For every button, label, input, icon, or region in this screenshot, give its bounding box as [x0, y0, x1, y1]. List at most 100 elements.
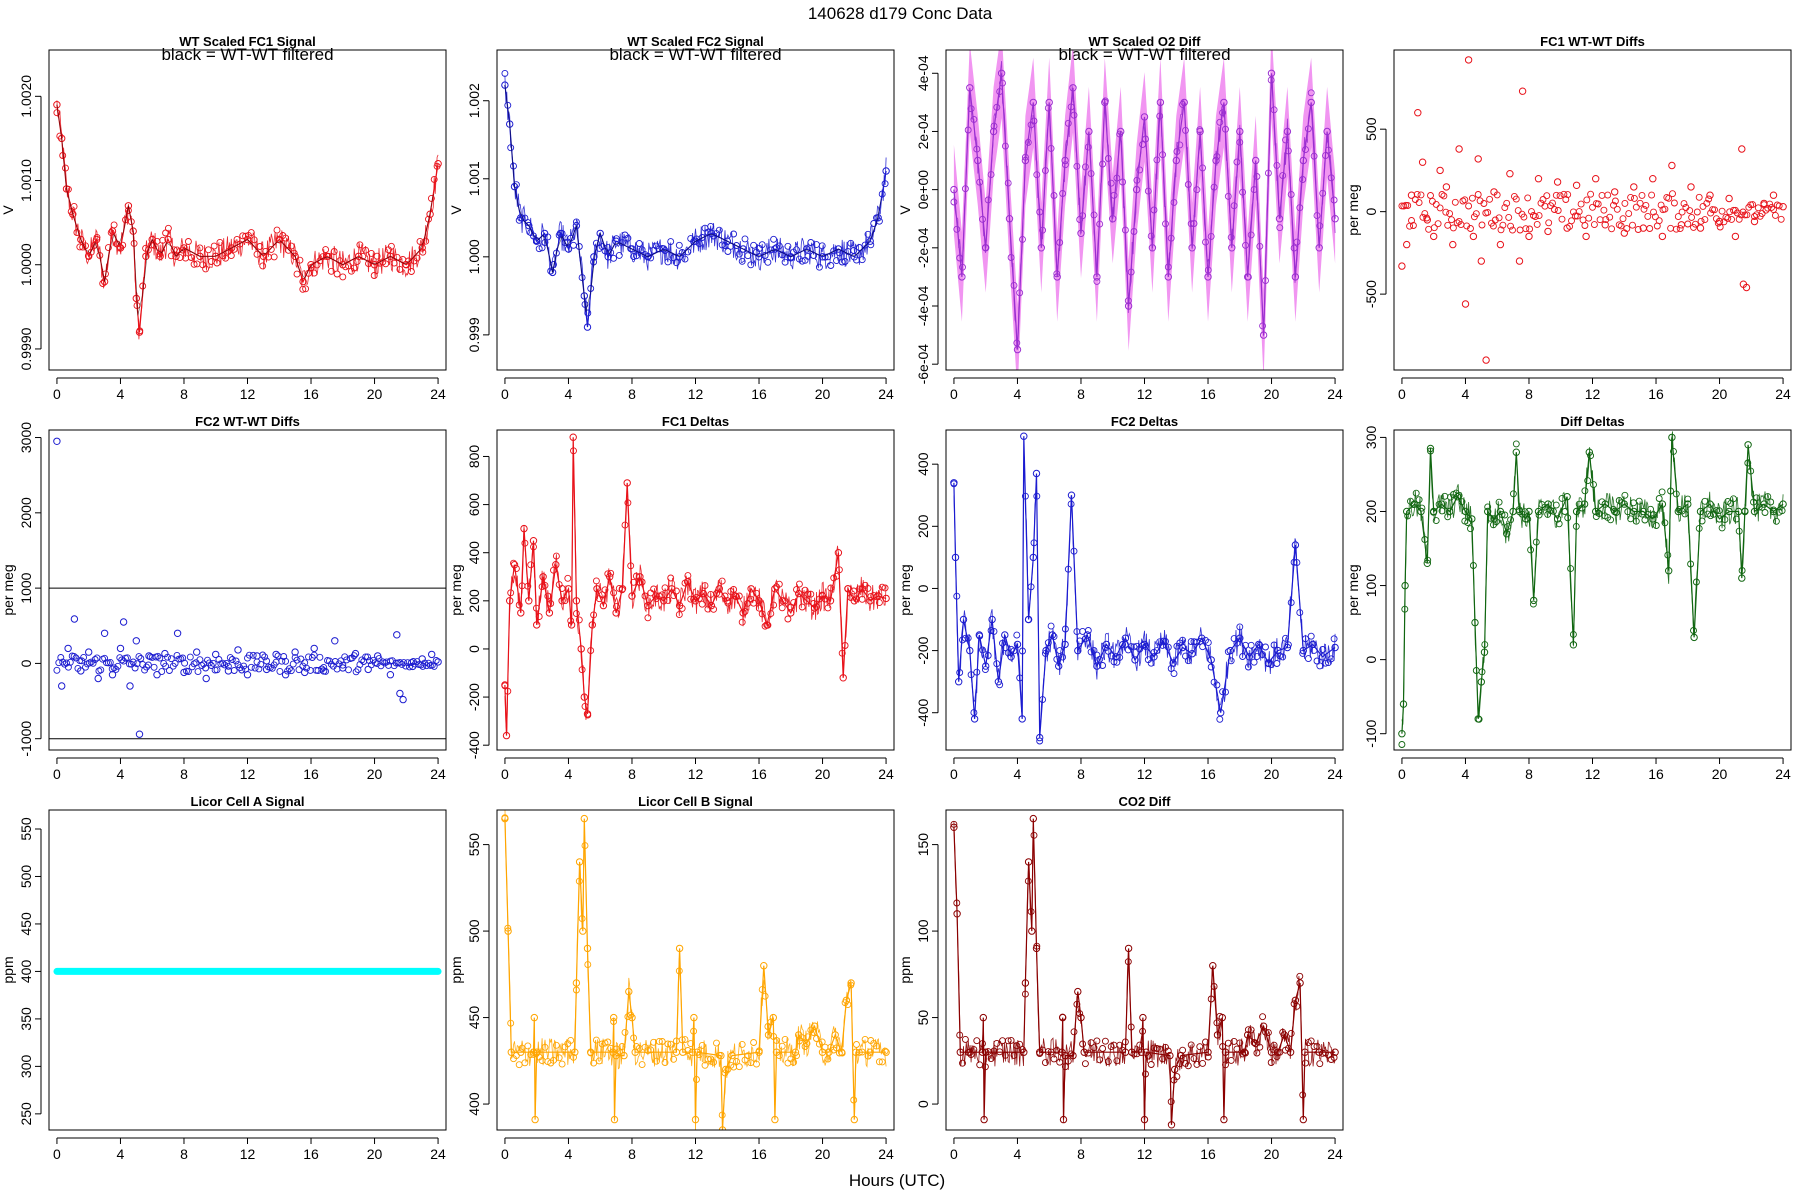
- data-point: [1572, 522, 1580, 530]
- data-point: [1401, 605, 1409, 613]
- data-point: [1236, 1039, 1244, 1047]
- x-tick-label: 24: [878, 1146, 894, 1162]
- data-point: [1319, 646, 1327, 653]
- data-point: [999, 79, 1006, 87]
- data-point: [1478, 221, 1486, 229]
- data-point: [987, 627, 995, 634]
- data-point: [53, 101, 61, 109]
- y-tick-label: 0: [466, 645, 482, 653]
- data-point: [833, 572, 840, 580]
- data-point: [572, 986, 580, 994]
- data-point: [672, 587, 680, 595]
- data-point: [1044, 639, 1052, 647]
- data-point: [1096, 1056, 1104, 1064]
- data-point: [520, 524, 528, 533]
- data-point: [956, 254, 964, 262]
- data-point: [1587, 190, 1595, 198]
- data-point: [713, 1039, 720, 1047]
- data-point: [1615, 221, 1623, 229]
- data-point: [950, 185, 958, 194]
- data-point: [1188, 244, 1196, 252]
- data-point: [1099, 1045, 1107, 1052]
- data-point: [1404, 202, 1412, 209]
- data-point: [273, 226, 281, 234]
- data-point: [156, 654, 164, 662]
- data-point: [1021, 990, 1029, 998]
- filtered-line: [504, 85, 882, 312]
- data-point: [73, 229, 81, 236]
- x-tick-label: 20: [1264, 766, 1280, 782]
- data-point: [801, 1043, 809, 1050]
- data-point: [1629, 221, 1636, 229]
- data-point: [1539, 196, 1547, 203]
- data-point: [532, 604, 540, 612]
- data-point: [1036, 733, 1044, 742]
- data-point: [1674, 213, 1682, 221]
- data-point: [735, 592, 743, 600]
- data-point: [1213, 1031, 1222, 1039]
- data-point: [1293, 559, 1301, 567]
- data-point: [1282, 634, 1289, 642]
- data-point: [1267, 76, 1275, 84]
- data-point: [1027, 908, 1035, 916]
- chart-data-layer: [950, 814, 1339, 1130]
- data-point: [70, 652, 78, 660]
- x-tick-label: 12: [1137, 766, 1153, 782]
- data-point: [956, 1048, 964, 1056]
- data-point: [1107, 652, 1115, 660]
- data-point: [1655, 217, 1663, 225]
- data-point: [675, 967, 683, 975]
- data-point: [1755, 503, 1763, 511]
- data-point: [510, 561, 519, 569]
- data-point: [1119, 178, 1127, 186]
- data-point: [1164, 1047, 1172, 1055]
- data-point: [979, 646, 986, 654]
- data-point: [1458, 498, 1466, 506]
- data-point: [501, 81, 509, 89]
- data-point: [552, 552, 560, 560]
- data-point: [1076, 1010, 1084, 1018]
- data-point: [356, 241, 364, 249]
- data-point: [1532, 538, 1540, 546]
- data-point: [821, 253, 829, 261]
- data-point: [881, 1047, 889, 1055]
- data-point: [798, 257, 806, 265]
- data-point: [1658, 500, 1667, 508]
- data-point: [1036, 737, 1044, 745]
- data-point: [1552, 501, 1560, 509]
- data-point: [1210, 983, 1218, 990]
- data-point: [618, 586, 626, 594]
- data-point: [131, 664, 139, 672]
- data-point: [1429, 508, 1437, 516]
- x-tick-label: 24: [1327, 1146, 1343, 1162]
- data-point: [1210, 183, 1218, 191]
- data-point: [1130, 1050, 1138, 1058]
- data-point: [1207, 232, 1215, 240]
- series-noise-line: [1401, 431, 1784, 725]
- data-point: [1480, 648, 1489, 656]
- data-point: [1127, 268, 1135, 276]
- data-point: [841, 258, 849, 265]
- data-point: [1440, 192, 1448, 200]
- data-point: [1531, 213, 1539, 221]
- data-point: [974, 156, 982, 165]
- data-point: [535, 613, 543, 621]
- data-point: [1061, 640, 1069, 649]
- data-point: [1453, 219, 1461, 227]
- x-tick-label: 4: [1014, 766, 1022, 782]
- data-point: [1259, 322, 1267, 330]
- y-tick-label: 1.000: [466, 239, 482, 274]
- data-point: [104, 244, 112, 252]
- x-tick-label: 4: [565, 766, 573, 782]
- x-tick-label: 0: [53, 766, 61, 782]
- x-tick-label: 8: [1525, 766, 1533, 782]
- data-point: [1524, 515, 1532, 523]
- data-point: [798, 603, 806, 611]
- data-point: [569, 433, 577, 441]
- data-point: [978, 1048, 987, 1056]
- data-point: [1213, 152, 1221, 160]
- data-point: [1553, 178, 1562, 186]
- data-point: [535, 245, 543, 253]
- data-point: [95, 667, 103, 675]
